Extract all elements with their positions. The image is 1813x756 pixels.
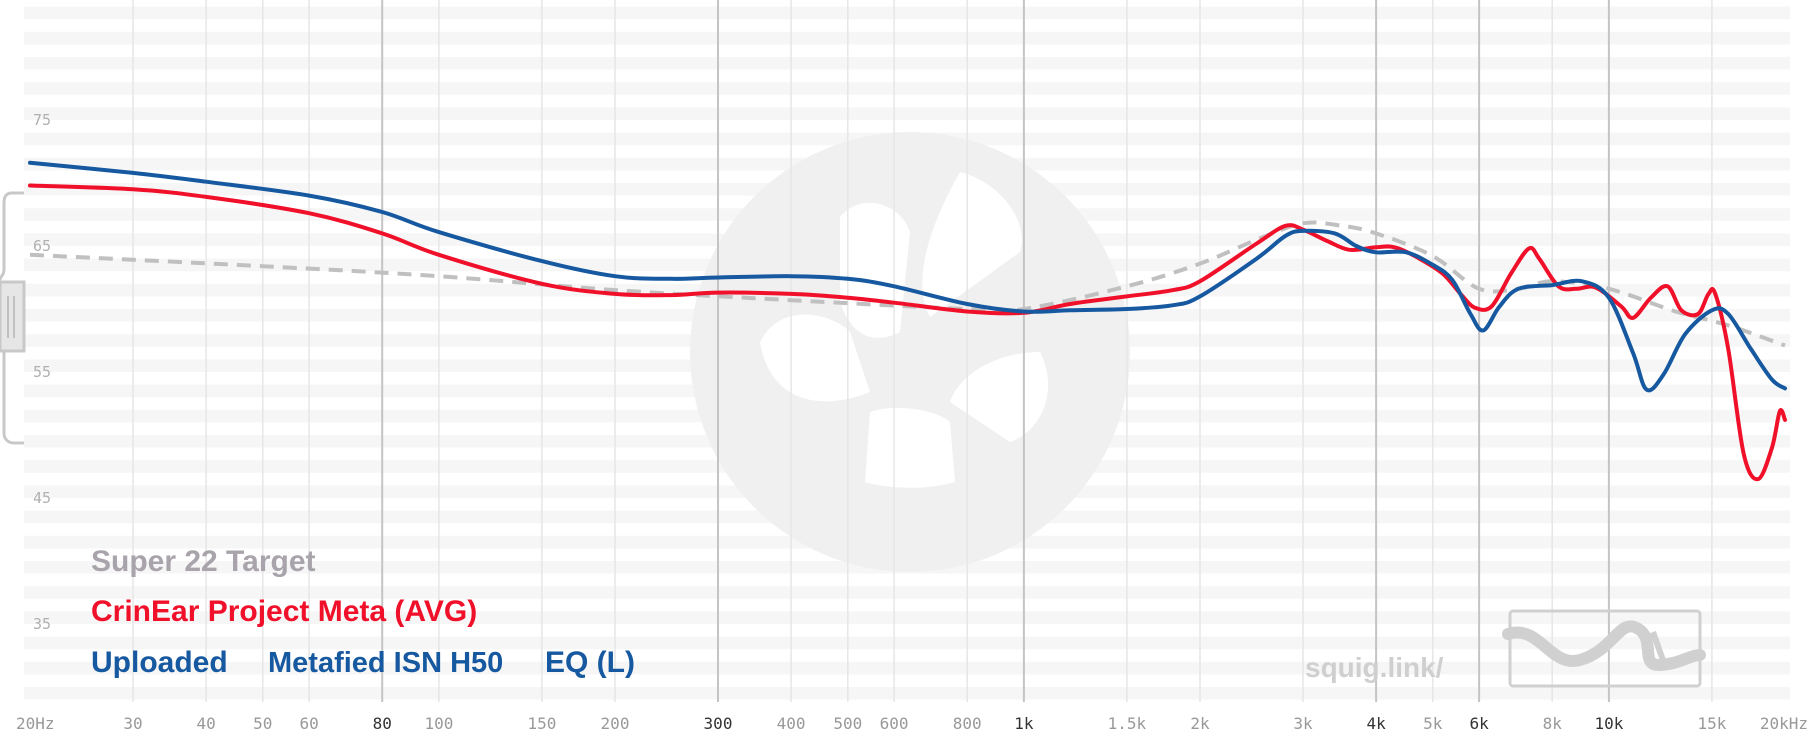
legend-crinear: CrinEar Project Meta (AVG) xyxy=(91,595,477,628)
x-axis-tick-labels: 20Hz 30 40 50 60 80 100 150 200 300 400 500 600 800 1k… xyxy=(16,714,1808,733)
grid-band xyxy=(24,661,1790,675)
grid-band xyxy=(24,82,1790,95)
grid-band xyxy=(24,586,1790,599)
x-tick-label: 8k xyxy=(1543,714,1563,733)
x-tick-label: 400 xyxy=(777,714,806,733)
series-line-2 xyxy=(28,160,1787,393)
watermark-text: squig.link/ xyxy=(1305,652,1444,683)
grid-band xyxy=(24,636,1790,650)
legend: Super 22 Target CrinEar Project Meta (AV… xyxy=(91,545,635,679)
series-layer xyxy=(28,160,1787,482)
x-tick-label: 2k xyxy=(1190,714,1210,733)
grid-band xyxy=(24,687,1790,700)
x-tick-label: 30 xyxy=(123,714,142,733)
x-tick-label: 100 xyxy=(424,714,453,733)
squiglink-logo-icon xyxy=(1502,609,1706,688)
legend-eq: EQ (L) xyxy=(545,646,635,679)
x-tick-label: 80 xyxy=(373,714,392,733)
x-tick-label: 500 xyxy=(833,714,862,733)
x-tick-label: 1.5k xyxy=(1108,714,1147,733)
x-tick-label: 50 xyxy=(253,714,272,733)
watermark-logo-icon xyxy=(690,132,1130,572)
x-tick-label: 6k xyxy=(1469,714,1489,733)
x-tick-label: 150 xyxy=(527,714,556,733)
grid-band xyxy=(24,57,1790,70)
series-line-1 xyxy=(28,183,1787,482)
y-tick-label: 65 xyxy=(33,237,51,255)
y-tick-label: 35 xyxy=(33,615,51,633)
x-tick-label: 20Hz xyxy=(16,714,55,733)
series-line-0 xyxy=(29,220,1786,348)
legend-target: Super 22 Target xyxy=(91,545,316,578)
legend-metafied: Metafied ISN H50 xyxy=(268,647,503,679)
x-tick-label: 40 xyxy=(196,714,215,733)
x-tick-label: 800 xyxy=(953,714,982,733)
x-tick-label: 5k xyxy=(1423,714,1443,733)
brand-watermark: squig.link/ xyxy=(1305,609,1706,688)
x-tick-label: 15k xyxy=(1697,714,1726,733)
x-tick-label: 600 xyxy=(880,714,909,733)
grid-band xyxy=(24,611,1790,624)
x-tick-label: 3k xyxy=(1293,714,1313,733)
y-axis-tick-labels: 75 65 55 45 35 xyxy=(33,111,51,633)
y-tick-label: 75 xyxy=(33,111,51,129)
grid-band xyxy=(24,6,1790,20)
yaxis-drag-handle[interactable] xyxy=(0,191,26,445)
grid-band xyxy=(24,107,1790,120)
legend-uploaded: Uploaded xyxy=(91,646,228,679)
x-tick-label: 10k xyxy=(1594,714,1623,733)
x-tick-label: 300 xyxy=(704,714,733,733)
y-tick-label: 45 xyxy=(33,489,51,507)
grid-band xyxy=(24,31,1790,45)
x-tick-label: 1k xyxy=(1014,714,1034,733)
x-tick-label: 4k xyxy=(1366,714,1386,733)
x-tick-label: 60 xyxy=(299,714,318,733)
x-tick-label: 200 xyxy=(601,714,630,733)
gridlines xyxy=(132,0,1713,702)
y-tick-label: 55 xyxy=(33,363,51,381)
x-tick-label: 20kHz xyxy=(1760,714,1808,733)
